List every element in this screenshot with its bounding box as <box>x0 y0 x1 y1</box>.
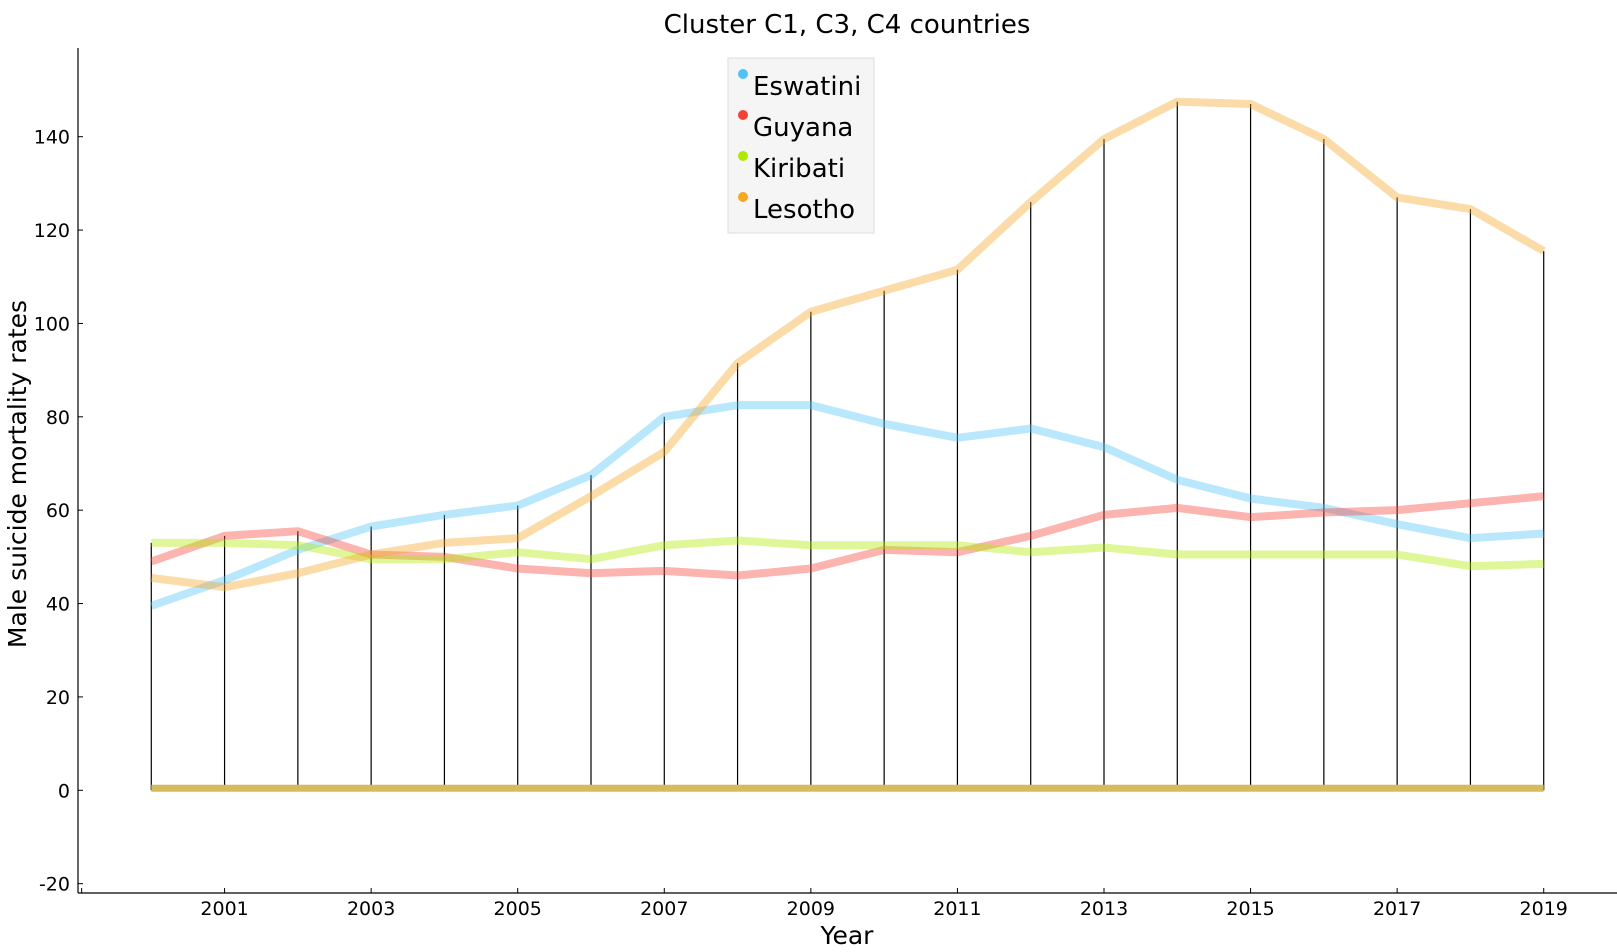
x-tick-label: 2007 <box>640 898 688 920</box>
chart-title: Cluster C1, C3, C4 countries <box>664 10 1031 40</box>
y-tick-label: 120 <box>34 220 70 242</box>
series-line-kiribati <box>151 536 1544 571</box>
series-line-lesotho <box>150 97 1546 592</box>
legend-box <box>727 57 875 234</box>
legend-marker <box>738 69 748 79</box>
x-axis-title: Year <box>820 921 875 950</box>
y-tick-label: -20 <box>39 874 70 896</box>
stems <box>150 101 1545 791</box>
x-tick-label: 2013 <box>1080 898 1128 920</box>
legend-label: Guyana <box>753 113 853 143</box>
y-tick-label: 140 <box>34 127 70 149</box>
y-axis-title: Male suicide mortality rates <box>3 300 32 648</box>
series-line-guyana <box>149 492 1545 580</box>
legend-marker <box>738 151 748 161</box>
y-tick-label: 100 <box>34 313 70 335</box>
y-tick-label: 80 <box>46 407 70 429</box>
x-tick-label: 2017 <box>1373 898 1421 920</box>
x-tick-label: 2015 <box>1226 898 1274 920</box>
legend-label: Lesotho <box>753 195 855 225</box>
series-lines <box>149 97 1546 792</box>
legend-label: Eswatini <box>753 72 861 102</box>
y-tick-label: 0 <box>58 780 70 802</box>
x-tick-label: 2001 <box>200 898 248 920</box>
y-tick-label: 40 <box>46 594 70 616</box>
axes: -20 0 20 40 60 80 100 120 140 2001 2003 2005 2007 200… <box>34 48 1617 920</box>
legend: Eswatini Guyana Kiribati Lesotho <box>727 57 875 234</box>
x-tick-label: 2005 <box>494 898 542 920</box>
legend-marker <box>738 110 748 120</box>
x-tick-label: 2009 <box>787 898 835 920</box>
y-tick-label: 60 <box>46 500 70 522</box>
legend-label: Kiribati <box>753 154 845 184</box>
x-tick-label: 2011 <box>933 898 981 920</box>
y-tick-label: 20 <box>46 687 70 709</box>
legend-marker <box>738 192 748 202</box>
x-tick-label: 2019 <box>1520 898 1568 920</box>
series-line-eswatini <box>149 401 1544 610</box>
x-tick-label: 2003 <box>347 898 395 920</box>
